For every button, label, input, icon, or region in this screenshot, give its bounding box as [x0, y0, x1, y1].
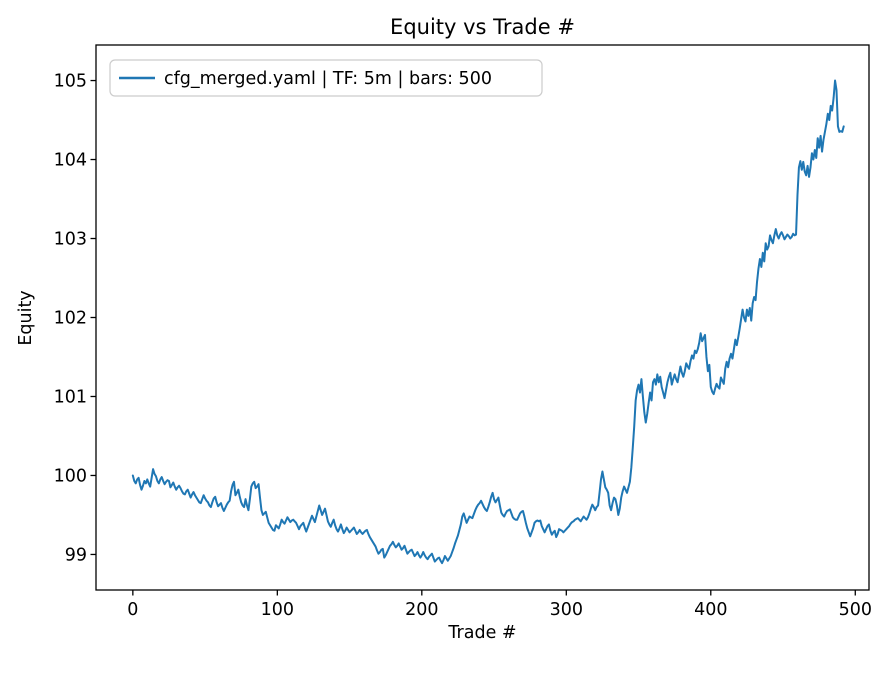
- x-tick-label: 100: [261, 600, 294, 620]
- x-tick-label: 500: [839, 600, 872, 620]
- y-tick-label: 105: [54, 72, 87, 92]
- x-tick-label: 300: [550, 600, 583, 620]
- x-axis-label: Trade #: [447, 623, 516, 643]
- x-tick-label: 0: [127, 600, 138, 620]
- x-tick-label: 400: [694, 600, 727, 620]
- legend: cfg_merged.yaml | TF: 5m | bars: 500: [109, 59, 543, 97]
- legend-label: cfg_merged.yaml | TF: 5m | bars: 500: [164, 69, 492, 89]
- y-tick-label: 102: [54, 309, 87, 329]
- equity-line: [131, 79, 845, 565]
- legend-box: [109, 59, 543, 97]
- x-tick-label: 200: [405, 600, 438, 620]
- y-tick-label: 101: [54, 387, 87, 407]
- y-tick-label: 103: [54, 230, 87, 250]
- y-tick-label: 104: [54, 151, 87, 171]
- y-axis-label: Equity: [16, 290, 36, 345]
- plot-area: 0 100 200 300 400 500 99 100 101 102 103 104 105: [54, 44, 872, 620]
- chart-title: Equity vs Trade #: [390, 15, 575, 39]
- y-tick-label: 99: [65, 545, 87, 565]
- y-tick-label: 100: [54, 466, 87, 486]
